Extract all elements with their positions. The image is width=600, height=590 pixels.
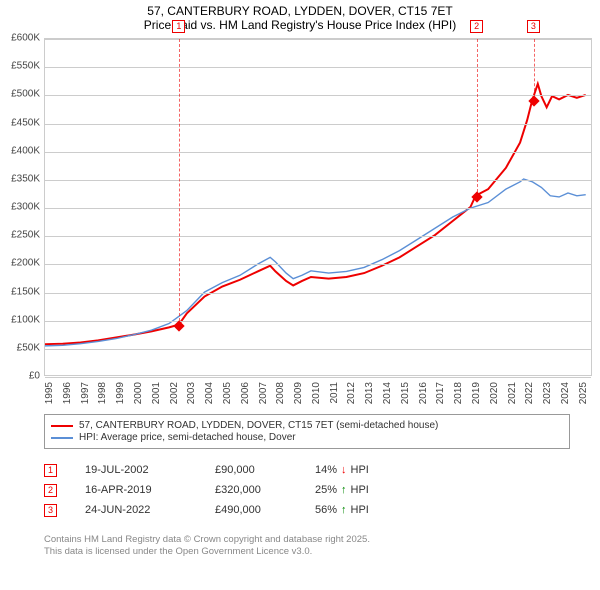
gridline-h xyxy=(45,293,591,294)
xtick-label: 2021 xyxy=(507,382,518,410)
ytick-label: £550K xyxy=(2,61,40,72)
xtick-label: 2004 xyxy=(204,382,215,410)
marker-vline xyxy=(179,39,180,326)
gridline-h xyxy=(45,39,591,40)
gridline-h xyxy=(45,95,591,96)
gridline-h xyxy=(45,236,591,237)
ytick-label: £400K xyxy=(2,145,40,156)
event-date: 19-JUL-2002 xyxy=(85,464,215,476)
ytick-label: £150K xyxy=(2,286,40,297)
xtick-label: 2017 xyxy=(435,382,446,410)
event-date: 16-APR-2019 xyxy=(85,484,215,496)
xtick-label: 2023 xyxy=(542,382,553,410)
event-row: 3 24-JUN-2022£490,00056%↑HPI xyxy=(44,500,425,520)
gridline-h xyxy=(45,377,591,378)
event-price: £490,000 xyxy=(215,504,315,516)
xtick-label: 1996 xyxy=(62,382,73,410)
event-pct: 56%↑HPI xyxy=(315,504,425,516)
ytick-label: £500K xyxy=(2,89,40,100)
xtick-label: 1999 xyxy=(115,382,126,410)
gridline-h xyxy=(45,208,591,209)
legend-row: 57, CANTERBURY ROAD, LYDDEN, DOVER, CT15… xyxy=(51,420,563,431)
attribution: Contains HM Land Registry data © Crown c… xyxy=(44,534,370,559)
legend-label: HPI: Average price, semi-detached house,… xyxy=(79,432,296,443)
xtick-label: 2019 xyxy=(471,382,482,410)
event-marker: 2 xyxy=(44,484,57,497)
event-row: 1 19-JUL-2002£90,00014%↓HPI xyxy=(44,460,425,480)
ytick-label: £600K xyxy=(2,33,40,44)
ytick-label: £200K xyxy=(2,258,40,269)
xtick-label: 2006 xyxy=(240,382,251,410)
xtick-label: 2007 xyxy=(258,382,269,410)
legend-row: HPI: Average price, semi-detached house,… xyxy=(51,432,563,443)
marker-vline xyxy=(534,39,535,101)
chart-lines xyxy=(45,39,591,375)
xtick-label: 2016 xyxy=(418,382,429,410)
arrow-up-icon: ↑ xyxy=(341,484,347,496)
legend: 57, CANTERBURY ROAD, LYDDEN, DOVER, CT15… xyxy=(44,414,570,449)
xtick-label: 2000 xyxy=(133,382,144,410)
gridline-h xyxy=(45,67,591,68)
ytick-label: £250K xyxy=(2,230,40,241)
xtick-label: 1997 xyxy=(80,382,91,410)
event-price: £90,000 xyxy=(215,464,315,476)
xtick-label: 2018 xyxy=(453,382,464,410)
title-line-2: Price paid vs. HM Land Registry's House … xyxy=(0,18,600,32)
legend-swatch xyxy=(51,425,73,427)
xtick-label: 2009 xyxy=(293,382,304,410)
attribution-line-2: This data is licensed under the Open Gov… xyxy=(44,546,370,558)
xtick-label: 2002 xyxy=(169,382,180,410)
xtick-label: 2003 xyxy=(186,382,197,410)
xtick-label: 2025 xyxy=(578,382,589,410)
legend-swatch xyxy=(51,437,73,439)
xtick-label: 2020 xyxy=(489,382,500,410)
arrow-down-icon: ↓ xyxy=(341,464,347,476)
event-row: 2 16-APR-2019£320,00025%↑HPI xyxy=(44,480,425,500)
ytick-label: £50K xyxy=(2,342,40,353)
marker-box: 2 xyxy=(470,20,483,33)
ytick-label: £100K xyxy=(2,314,40,325)
ytick-label: £350K xyxy=(2,173,40,184)
event-price: £320,000 xyxy=(215,484,315,496)
chart-container: 57, CANTERBURY ROAD, LYDDEN, DOVER, CT15… xyxy=(0,0,600,590)
title-block: 57, CANTERBURY ROAD, LYDDEN, DOVER, CT15… xyxy=(0,0,600,32)
event-pct: 25%↑HPI xyxy=(315,484,425,496)
xtick-label: 2010 xyxy=(311,382,322,410)
gridline-h xyxy=(45,180,591,181)
xtick-label: 2024 xyxy=(560,382,571,410)
marker-box: 3 xyxy=(527,20,540,33)
xtick-label: 2013 xyxy=(364,382,375,410)
xtick-label: 1998 xyxy=(97,382,108,410)
event-marker: 3 xyxy=(44,504,57,517)
events-table: 1 19-JUL-2002£90,00014%↓HPI 2 16-APR-2019£3… xyxy=(44,460,425,520)
plot-area xyxy=(44,38,592,376)
event-date: 24-JUN-2022 xyxy=(85,504,215,516)
plot-inner xyxy=(45,39,591,375)
gridline-h xyxy=(45,124,591,125)
xtick-label: 2022 xyxy=(524,382,535,410)
xtick-label: 2008 xyxy=(275,382,286,410)
xtick-label: 2015 xyxy=(400,382,411,410)
attribution-line-1: Contains HM Land Registry data © Crown c… xyxy=(44,534,370,546)
xtick-label: 2014 xyxy=(382,382,393,410)
marker-box: 1 xyxy=(172,20,185,33)
title-line-1: 57, CANTERBURY ROAD, LYDDEN, DOVER, CT15… xyxy=(0,4,600,18)
marker-vline xyxy=(477,39,478,197)
ytick-label: £450K xyxy=(2,117,40,128)
event-pct: 14%↓HPI xyxy=(315,464,425,476)
xtick-label: 2011 xyxy=(329,382,340,410)
xtick-label: 2005 xyxy=(222,382,233,410)
arrow-up-icon: ↑ xyxy=(341,504,347,516)
gridline-h xyxy=(45,264,591,265)
xtick-label: 2012 xyxy=(346,382,357,410)
ytick-label: £300K xyxy=(2,202,40,213)
gridline-h xyxy=(45,349,591,350)
gridline-h xyxy=(45,321,591,322)
ytick-label: £0 xyxy=(2,371,40,382)
legend-label: 57, CANTERBURY ROAD, LYDDEN, DOVER, CT15… xyxy=(79,420,438,431)
xtick-label: 2001 xyxy=(151,382,162,410)
xtick-label: 1995 xyxy=(44,382,55,410)
event-marker: 1 xyxy=(44,464,57,477)
gridline-h xyxy=(45,152,591,153)
